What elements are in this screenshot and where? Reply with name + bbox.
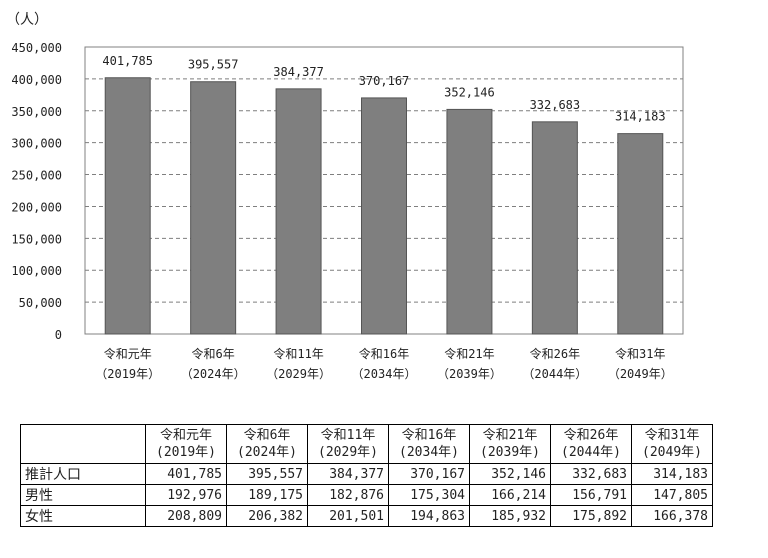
y-tick-label: 350,000 bbox=[11, 105, 62, 119]
x-tick-label: 令和31年 bbox=[615, 346, 665, 361]
table-cell: 194,863 bbox=[388, 505, 470, 527]
y-unit-label: （人） bbox=[6, 12, 48, 28]
data-label: 332,683 bbox=[530, 98, 581, 112]
x-tick-label-year: （2024年） bbox=[181, 367, 246, 381]
bar bbox=[190, 81, 237, 335]
bar bbox=[531, 121, 578, 335]
x-tick-label-year: （2034年） bbox=[352, 367, 417, 381]
table-row-total: 推計人口 401,785 395,557 384,377 370,167 352… bbox=[20, 463, 713, 485]
x-tick-label-year: （2029年） bbox=[266, 367, 331, 381]
population-bar-chart: （人） 0 50,000 100,000 150,000 200,000 250,000 3… bbox=[6, 12, 684, 381]
data-label: 314,183 bbox=[615, 110, 666, 124]
table-header-row: 令和元年 (2019年) 令和6年 (2024年) 令和11年 (2029年) 令和1… bbox=[20, 424, 713, 464]
table-cell: 192,976 bbox=[145, 484, 227, 506]
x-axis-tick-labels: 令和元年 （2019年） 令和6年 （2024年） 令和11年 （2029年） 令和16年 （… bbox=[95, 346, 672, 381]
bar bbox=[617, 133, 664, 335]
table-cell: 208,809 bbox=[145, 505, 227, 527]
y-tick-label: 200,000 bbox=[11, 200, 62, 214]
x-tick-label-year: （2019年） bbox=[95, 367, 160, 381]
x-tick-label: 令和11年 bbox=[273, 346, 323, 361]
x-tick-label: 令和21年 bbox=[444, 346, 494, 361]
y-tick-label: 0 bbox=[55, 328, 62, 342]
table-header-cell: 令和31年 (2049年) bbox=[631, 424, 713, 464]
table-cell: 352,146 bbox=[469, 463, 551, 485]
table-cell: 201,501 bbox=[307, 505, 389, 527]
x-tick-label-year: （2049年） bbox=[608, 367, 673, 381]
y-tick-label: 50,000 bbox=[19, 296, 62, 310]
table-header-cell: 令和16年 (2034年) bbox=[388, 424, 470, 464]
population-table: 令和元年 (2019年) 令和6年 (2024年) 令和11年 (2029年) 令和1… bbox=[20, 424, 713, 527]
x-tick-label: 令和16年 bbox=[359, 346, 409, 361]
table-cell: 147,805 bbox=[631, 484, 713, 506]
x-tick-label: 令和26年 bbox=[530, 346, 580, 361]
x-tick-label: 令和6年 bbox=[192, 346, 235, 361]
table-header-cell: 令和26年 (2044年) bbox=[550, 424, 632, 464]
table-cell: 314,183 bbox=[631, 463, 713, 485]
y-tick-label: 250,000 bbox=[11, 169, 62, 183]
table-cell: 185,932 bbox=[469, 505, 551, 527]
row-label: 女性 bbox=[20, 505, 146, 527]
bar bbox=[361, 97, 407, 335]
table-cell: 370,167 bbox=[388, 463, 470, 485]
table-cell: 182,876 bbox=[307, 484, 389, 506]
x-tick-label-year: （2044年） bbox=[522, 367, 587, 381]
table-header-cell: 令和6年 (2024年) bbox=[226, 424, 308, 464]
data-label: 352,146 bbox=[444, 85, 495, 99]
row-label: 推計人口 bbox=[20, 463, 146, 485]
table-cell: 166,378 bbox=[631, 505, 713, 527]
table-cell: 395,557 bbox=[226, 463, 308, 485]
table-cell: 175,304 bbox=[388, 484, 470, 506]
gridlines bbox=[85, 78, 683, 303]
table-header-cell: 令和11年 (2029年) bbox=[307, 424, 389, 464]
table-cell: 166,214 bbox=[469, 484, 551, 506]
table-row-female: 女性 208,809 206,382 201,501 194,863 185,9… bbox=[20, 505, 713, 527]
bar bbox=[275, 88, 322, 335]
bar bbox=[446, 108, 493, 335]
y-tick-label: 150,000 bbox=[11, 232, 62, 246]
table-cell: 384,377 bbox=[307, 463, 389, 485]
table-cell: 401,785 bbox=[145, 463, 227, 485]
bars bbox=[104, 77, 664, 335]
table-header-cell: 令和元年 (2019年) bbox=[145, 424, 227, 464]
table-cell: 206,382 bbox=[226, 505, 308, 527]
x-tick-label-year: （2039年） bbox=[437, 367, 502, 381]
data-label: 401,785 bbox=[102, 54, 153, 68]
table-row-male: 男性 192,976 189,175 182,876 175,304 166,2… bbox=[20, 484, 713, 506]
y-axis-tick-labels: 0 50,000 100,000 150,000 200,000 250,000 300,0… bbox=[11, 41, 62, 342]
table-cell: 156,791 bbox=[550, 484, 632, 506]
table-cell: 189,175 bbox=[226, 484, 308, 506]
data-label: 384,377 bbox=[273, 65, 324, 79]
bar bbox=[104, 77, 151, 335]
y-tick-label: 450,000 bbox=[11, 41, 62, 55]
row-label: 男性 bbox=[20, 484, 146, 506]
x-tick-label: 令和元年 bbox=[104, 346, 152, 361]
table-cell: 332,683 bbox=[550, 463, 632, 485]
data-labels: 401,785 395,557 384,377 370,167 352,146 332,6… bbox=[102, 54, 665, 124]
y-tick-label: 100,000 bbox=[11, 264, 62, 278]
data-label: 395,557 bbox=[188, 58, 239, 72]
table-cell: 175,892 bbox=[550, 505, 632, 527]
y-tick-label: 300,000 bbox=[11, 137, 62, 151]
data-label: 370,167 bbox=[359, 74, 410, 88]
table-header-cell: 令和21年 (2039年) bbox=[469, 424, 551, 464]
y-tick-label: 400,000 bbox=[11, 73, 62, 87]
table-corner-cell bbox=[20, 424, 146, 464]
